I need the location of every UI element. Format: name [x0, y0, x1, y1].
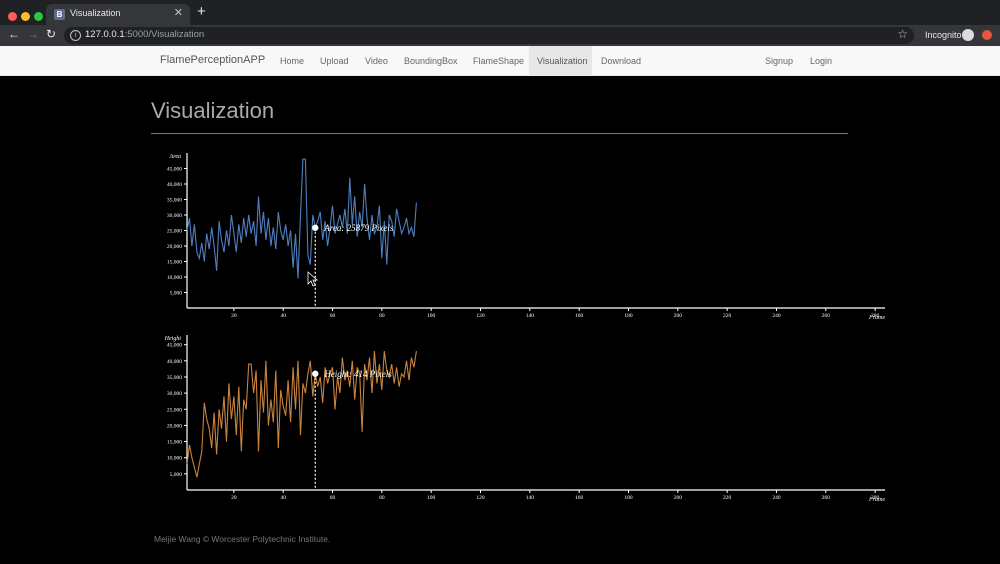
area-x-tick-label: 200	[674, 313, 683, 319]
page-title: Visualization	[151, 98, 275, 123]
area-y-tick-label: 15,000	[167, 260, 182, 266]
nav-active-highlight	[529, 46, 592, 75]
height-x-tick-label: 220	[723, 495, 732, 501]
site-navbar: FlamePerceptionAPP Home Upload Video Bou…	[0, 46, 1000, 76]
area-x-tick-label: 40	[280, 313, 286, 319]
browser-tabbar: B Visualization ✕ +	[0, 0, 1000, 25]
height-x-tick-label: 100	[427, 495, 436, 501]
minimize-window-button[interactable]	[21, 12, 30, 21]
height-x-tick-label: 140	[526, 495, 535, 501]
area-y-tick-label: 25,000	[167, 229, 182, 235]
height-x-tick-label: 20	[231, 495, 237, 501]
window-controls	[8, 8, 47, 26]
footer-text: Meijie Wang © Worcester Polytechnic Inst…	[154, 534, 331, 544]
mouse-cursor-icon	[307, 271, 319, 287]
height-x-tick-label: 160	[575, 495, 584, 501]
url-text: 127.0.0.1:5000/Visualization	[85, 29, 205, 40]
info-icon[interactable]: i	[70, 30, 81, 41]
back-icon[interactable]: ←	[8, 27, 20, 41]
height-y-tick-label: 20,000	[167, 423, 182, 429]
height-tooltip-label: Height: 414 Pixels	[323, 369, 392, 379]
browser-tab[interactable]: B Visualization ✕	[46, 4, 190, 25]
area-x-tick-label: 120	[476, 313, 485, 319]
address-bar[interactable]: i 127.0.0.1:5000/Visualization ☆	[64, 27, 914, 44]
area-y-tick-label: 40,000	[167, 182, 182, 188]
area-y-tick-label: 30,000	[167, 213, 182, 219]
height-x-tick-label: 180	[624, 495, 633, 501]
height-series-line	[186, 351, 417, 478]
height-x-tick-label: 240	[772, 495, 781, 501]
area-y-tick-label: 45,000	[167, 167, 182, 173]
area-x-tick-label: 180	[624, 313, 633, 319]
nav-boundingbox[interactable]: BoundingBox	[404, 56, 458, 66]
area-x-tick-label: 20	[231, 313, 237, 319]
area-y-tick-label: 5,000	[170, 291, 183, 297]
area-tooltip-label: Area: 25879 Pixels	[323, 223, 394, 233]
nav-visualization[interactable]: Visualization	[537, 56, 588, 66]
area-x-axis-label: Frame	[868, 315, 885, 321]
height-x-tick-label: 40	[280, 495, 286, 501]
extension-icon[interactable]	[982, 30, 992, 40]
favicon-icon: B	[54, 9, 65, 20]
brand-link[interactable]: FlamePerceptionAPP	[160, 54, 266, 66]
height-y-tick-label: 30,000	[167, 391, 182, 397]
area-y-tick-label: 10,000	[167, 275, 182, 281]
incognito-icon[interactable]	[962, 29, 974, 41]
height-y-tick-label: 35,000	[167, 375, 182, 381]
area-x-tick-label: 240	[772, 313, 781, 319]
area-focus-point	[312, 224, 319, 231]
nav-download[interactable]: Download	[601, 56, 642, 66]
height-y-tick-label: 45,000	[167, 343, 182, 349]
title-divider	[151, 133, 848, 134]
height-y-tick-label: 40,000	[167, 359, 182, 365]
height-x-tick-label: 280	[871, 495, 880, 501]
close-window-button[interactable]	[8, 12, 17, 21]
height-x-tick-label: 260	[822, 495, 831, 501]
area-x-tick-label: 260	[822, 313, 831, 319]
forward-icon[interactable]: →	[27, 27, 39, 41]
area-x-tick-label: 140	[526, 313, 535, 319]
height-y-tick-label: 5,000	[170, 472, 183, 478]
nav-signup[interactable]: Signup	[765, 56, 794, 66]
area-x-tick-label: 220	[723, 313, 732, 319]
new-tab-icon[interactable]: +	[197, 3, 206, 20]
area-y-tick-label: 20,000	[167, 244, 182, 250]
area-y-axis-label: Area	[169, 154, 181, 160]
area-x-tick-label: 80	[379, 313, 385, 319]
nav-login[interactable]: Login	[810, 56, 833, 66]
area-series-line	[186, 158, 417, 279]
height-y-tick-label: 25,000	[167, 407, 182, 413]
area-chart-group: 5,000 10,000 15,000 20,000 25,000 30,000 35,00…	[167, 153, 885, 321]
nav-home[interactable]: Home	[280, 56, 305, 66]
area-x-tick-label: 60	[330, 313, 336, 319]
height-x-tick-label: 60	[330, 495, 336, 501]
area-x-tick-label: 100	[427, 313, 436, 319]
height-y-tick-label: 15,000	[167, 440, 182, 446]
bookmark-star-icon[interactable]: ☆	[897, 27, 908, 41]
height-y-tick-label: 10,000	[167, 456, 182, 462]
nav-video[interactable]: Video	[365, 56, 388, 66]
area-x-tick-label: 160	[575, 313, 584, 319]
reload-icon[interactable]: ↻	[46, 27, 57, 41]
height-focus-point	[312, 370, 319, 377]
height-x-tick-label: 80	[379, 495, 385, 501]
nav-flameshape[interactable]: FlameShape	[473, 56, 525, 66]
maximize-window-button[interactable]	[34, 12, 43, 21]
close-tab-icon[interactable]: ✕	[173, 7, 183, 19]
height-x-tick-label: 200	[674, 495, 683, 501]
height-y-axis-label: Height	[164, 336, 182, 342]
nav-upload[interactable]: Upload	[320, 56, 349, 66]
browser-toolbar: ← → ↻ i 127.0.0.1:5000/Visualization ☆ I…	[0, 25, 1000, 46]
incognito-label: Incognito	[925, 30, 962, 40]
area-x-tick-label: 280	[871, 313, 880, 319]
height-chart-group: 5,000 10,000 15,000 20,000 25,000 30,000 35,00…	[164, 335, 885, 503]
height-x-axis-label: Frame	[868, 497, 885, 503]
tab-title: Visualization	[70, 8, 121, 18]
height-x-tick-label: 120	[476, 495, 485, 501]
area-y-tick-label: 35,000	[167, 198, 182, 204]
